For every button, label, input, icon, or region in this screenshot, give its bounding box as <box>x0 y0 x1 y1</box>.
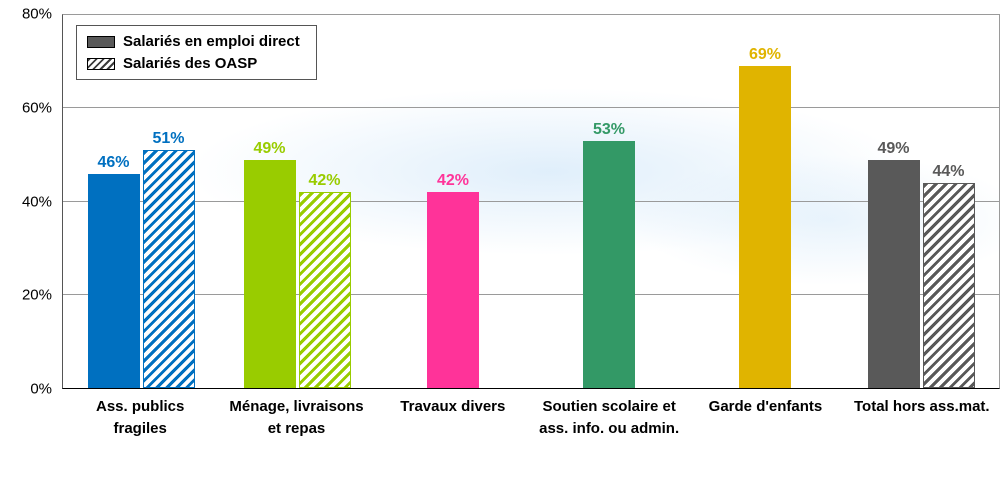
bar-cell: 69% <box>739 15 791 388</box>
bar-group: 49% 42% <box>219 15 375 388</box>
bar-groups: 46% 51% 49% 42% 42% 53% 69% 49% 44% <box>63 15 999 388</box>
bar-solid <box>427 192 479 388</box>
category-label: Garde d'enfants <box>708 398 823 415</box>
bar-solid <box>739 66 791 388</box>
legend-swatch-hatched <box>87 57 115 70</box>
bar-cell: 44% <box>922 15 975 388</box>
category-label: Soutien scolaire et ass. info. ou admin. <box>539 398 680 437</box>
bar-group: 46% 51% <box>63 15 219 388</box>
gridline <box>63 293 999 295</box>
bar-value-label: 44% <box>932 162 965 180</box>
category-label: Total hors ass.mat. <box>854 398 990 415</box>
bar-solid <box>87 173 140 388</box>
legend-swatch-solid <box>87 35 115 48</box>
bar-hatched <box>922 182 975 388</box>
bar-value-label: 42% <box>436 172 470 190</box>
bar-value-label: 49% <box>877 139 910 157</box>
bar-cell: 51% <box>142 15 195 388</box>
legend-label-oasp: Salariés des OASP <box>123 55 258 72</box>
bar-group: 53% <box>531 15 687 388</box>
bar-group: 49% 44% <box>843 15 999 388</box>
bar-cell: 46% <box>87 15 140 388</box>
category-label: Ass. publics fragiles <box>95 398 185 437</box>
bar-cell: 42% <box>427 15 479 388</box>
y-axis: 0% 20% 40% 60% 80% <box>0 6 56 398</box>
y-tick-label: 20% <box>21 286 52 304</box>
category-label: Travaux divers <box>400 398 506 415</box>
bar-value-label: 49% <box>253 139 286 157</box>
bar-value-label: 46% <box>97 153 130 171</box>
bar-value-label: 51% <box>152 130 185 148</box>
bar-cell: 49% <box>243 15 296 388</box>
legend-item-oasp: Salariés des OASP <box>87 55 300 72</box>
x-axis-labels: Ass. publics fragiles Ménage, livraisons … <box>62 396 1000 440</box>
bar-cell: 42% <box>298 15 351 388</box>
bar-solid <box>583 140 635 388</box>
bar-cell: 49% <box>867 15 920 388</box>
bar-group: 42% <box>375 15 531 388</box>
bar-group: 69% <box>687 15 843 388</box>
gridline <box>63 107 999 109</box>
legend-item-direct: Salariés en emploi direct <box>87 33 300 50</box>
legend-label-direct: Salariés en emploi direct <box>123 33 300 50</box>
bar-value-label: 69% <box>748 46 782 64</box>
bar-solid <box>867 159 920 388</box>
bar-cell: 53% <box>583 15 635 388</box>
bar-hatched <box>298 192 351 388</box>
bar-value-label: 42% <box>308 172 341 190</box>
legend: Salariés en emploi direct Salariés des O… <box>76 25 317 80</box>
gridline <box>63 200 999 202</box>
bar-value-label: 53% <box>592 120 626 138</box>
plot-area: 46% 51% 49% 42% 42% 53% 69% 49% 44% Salariés en … <box>62 14 1000 389</box>
y-tick-label: 80% <box>21 5 52 23</box>
bar-solid <box>243 159 296 388</box>
y-tick-label: 60% <box>21 99 52 117</box>
category-label: Ménage, livraisons et repas <box>229 398 364 437</box>
y-tick-label: 40% <box>21 193 52 210</box>
bar-hatched <box>142 150 195 388</box>
y-tick-label: 0% <box>30 380 52 398</box>
